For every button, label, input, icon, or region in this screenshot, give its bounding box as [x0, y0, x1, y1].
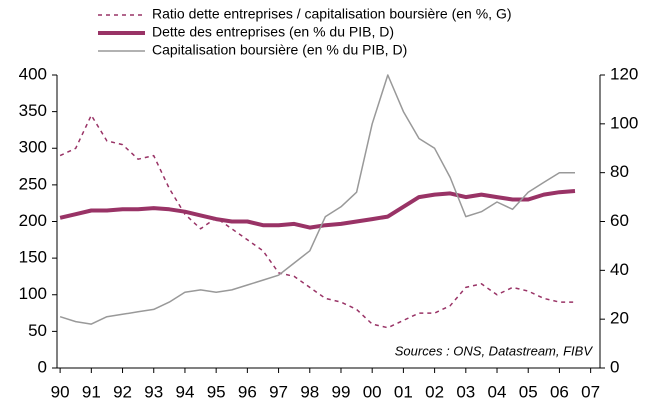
y-tick-label: 0: [38, 357, 47, 376]
y2-tick-label: 120: [610, 64, 638, 83]
y2-tick-label: 80: [610, 162, 629, 181]
annotation: Sources : ONS, Datastream, FIBV: [395, 343, 594, 358]
x-tick-label: 06: [550, 382, 569, 401]
x-tick-label: 96: [238, 382, 257, 401]
x-tick-label: 03: [456, 382, 475, 401]
y2-tick-label: 0: [610, 357, 619, 376]
legend-label: Capitalisation boursière (en % du PIB, D…: [152, 42, 407, 58]
x-tick-label: 95: [207, 382, 226, 401]
legend-label: Dette des entreprises (en % du PIB, D): [152, 24, 394, 40]
y-tick-label: 150: [19, 248, 47, 267]
x-tick-label: 07: [581, 382, 600, 401]
legend-label: Ratio dette entreprises / capitalisation…: [152, 6, 512, 22]
x-tick-label: 97: [269, 382, 288, 401]
x-tick-label: 94: [175, 382, 194, 401]
y2-tick-label: 20: [610, 309, 629, 328]
x-tick-label: 90: [51, 382, 70, 401]
x-tick-label: 02: [425, 382, 444, 401]
x-tick-label: 00: [363, 382, 382, 401]
y-tick-label: 300: [19, 138, 47, 157]
y-tick-label: 400: [19, 64, 47, 83]
y-tick-label: 250: [19, 174, 47, 193]
x-tick-label: 05: [519, 382, 538, 401]
x-tick-label: 04: [488, 382, 507, 401]
x-tick-label: 93: [144, 382, 163, 401]
y-tick-label: 350: [19, 101, 47, 120]
x-tick-label: 98: [300, 382, 319, 401]
x-tick-label: 99: [332, 382, 351, 401]
y-tick-label: 200: [19, 211, 47, 230]
series-line: [59, 189, 576, 230]
x-tick-label: 91: [82, 382, 101, 401]
x-tick-label: 01: [394, 382, 413, 401]
y2-tick-label: 40: [610, 260, 629, 279]
y-tick-label: 100: [19, 284, 47, 303]
series-line: [59, 114, 575, 329]
y-tick-label: 50: [28, 321, 47, 340]
x-tick-label: 92: [113, 382, 132, 401]
y2-tick-label: 100: [610, 113, 638, 132]
y2-tick-label: 60: [610, 211, 629, 230]
series-line: [59, 74, 575, 325]
